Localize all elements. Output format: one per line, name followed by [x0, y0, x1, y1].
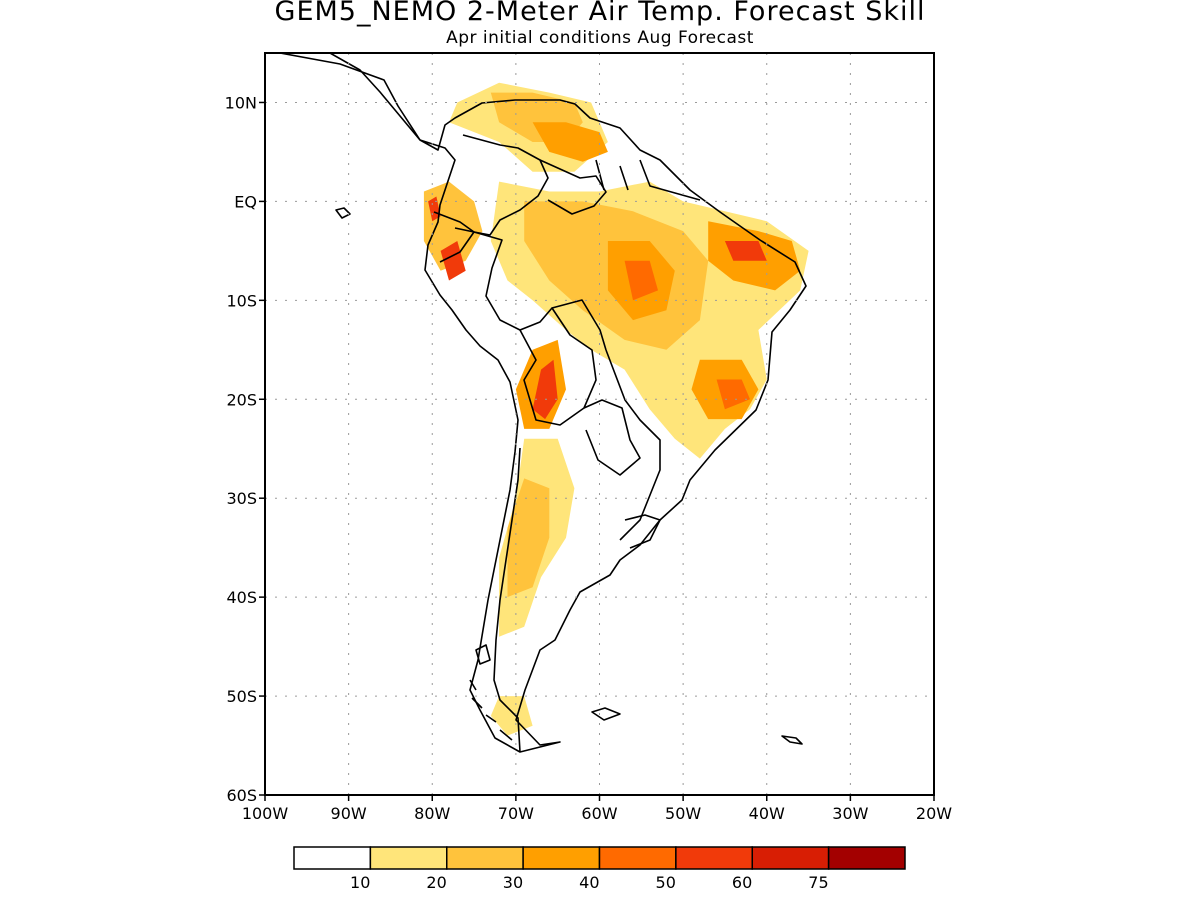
lat-tick-label: EQ — [234, 192, 257, 211]
lon-tick-label: 90W — [331, 804, 367, 823]
skill-field-bolivia-hot — [532, 359, 558, 420]
latitude-tick-labels: 10N EQ 10S 20S 30S 40S 50S 60S — [225, 93, 257, 805]
border-colombia — [454, 134, 549, 236]
lon-tick-label: 70W — [498, 804, 534, 823]
colorbar-label: 20 — [426, 873, 446, 892]
colorbar-swatch — [522, 846, 601, 870]
skill-field-central-brazil-hot — [624, 260, 658, 301]
coastlines — [279, 53, 807, 753]
colorbar-label: 50 — [656, 873, 676, 892]
colorbar-labels: 10 20 30 40 50 60 75 — [350, 873, 829, 892]
longitude-tick-labels: 100W 90W 80W 70W 60W 50W 40W 30W 20W — [242, 804, 952, 823]
border-ecuador — [433, 211, 475, 263]
tierra-del-fuego-islands — [469, 679, 513, 741]
lon-tick-label: 80W — [414, 804, 450, 823]
lat-tick-label: 10N — [225, 93, 257, 112]
colorbar-swatch — [827, 846, 906, 870]
skill-field-ecuador-hot — [428, 196, 441, 222]
colorbar-label: 10 — [350, 873, 370, 892]
skill-field-peru-north-hot — [440, 241, 466, 281]
colorbar-swatch — [446, 846, 524, 870]
colorbar-label: 75 — [808, 873, 828, 892]
border-uruguay — [624, 514, 661, 549]
lat-tick-label: 60S — [226, 786, 257, 805]
falklands — [591, 707, 621, 721]
skill-field-ecuador-coast — [423, 181, 483, 271]
lon-tick-label: 50W — [665, 804, 701, 823]
skill-field-argentina-west-core — [507, 478, 550, 598]
grid-lines — [264, 53, 935, 796]
lon-tick-label: 100W — [242, 804, 289, 823]
border-peru-brazil — [473, 231, 553, 331]
lat-tick-label: 30S — [226, 489, 257, 508]
lon-tick-label: 60W — [581, 804, 617, 823]
skill-field-southeast-hot — [716, 379, 750, 410]
lat-tick-label: 10S — [226, 291, 257, 310]
lat-tick-label: 50S — [226, 687, 257, 706]
border-paraguay — [583, 399, 641, 476]
colorbar-swatch — [751, 846, 830, 870]
chiloe — [475, 644, 491, 665]
lon-tick-label: 20W — [916, 804, 952, 823]
south-georgia — [781, 735, 803, 745]
border-bolivia — [519, 299, 607, 426]
chart-subtitle: Apr initial conditions Aug Forecast — [446, 28, 754, 48]
border-chile-argentina — [493, 447, 521, 753]
lon-tick-label: 40W — [749, 804, 785, 823]
south-america-coastline — [279, 53, 807, 753]
colorbar-swatch — [675, 846, 753, 870]
central-america-coastline — [329, 53, 421, 141]
colorbar-swatch — [293, 846, 372, 870]
border-venezuela — [539, 159, 607, 215]
lat-tick-label: 20S — [226, 390, 257, 409]
colorbar-label: 40 — [579, 873, 599, 892]
chart-title: GEM5_NEMO 2-Meter Air Temp. Forecast Ski… — [274, 0, 926, 27]
colorbar-swatch — [598, 846, 677, 870]
skill-field-northeast-hot — [724, 241, 767, 261]
colorbar-label: 30 — [503, 873, 523, 892]
galapagos — [335, 207, 351, 219]
skill-field-orinoco — [532, 122, 608, 162]
lon-tick-label: 30W — [832, 804, 868, 823]
lat-tick-label: 40S — [226, 588, 257, 607]
colorbar — [293, 846, 906, 870]
axis-ticks — [259, 101, 935, 801]
skill-fields — [423, 82, 809, 736]
colorbar-label: 60 — [732, 873, 752, 892]
colorbar-swatch — [369, 846, 448, 870]
